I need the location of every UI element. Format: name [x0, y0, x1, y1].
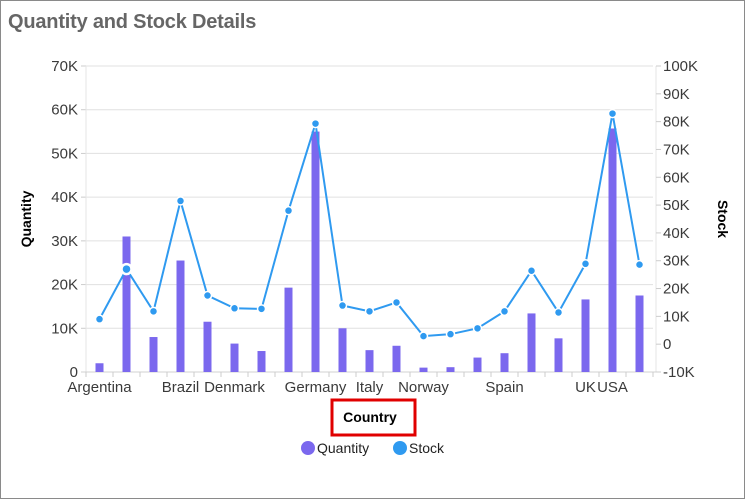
- quantity-bar[interactable]: [338, 328, 347, 372]
- quantity-bar[interactable]: [176, 260, 185, 372]
- left-axis-tick-label: 50K: [51, 145, 78, 162]
- stock-point[interactable]: [148, 306, 159, 317]
- stock-point[interactable]: [364, 306, 375, 317]
- quantity-bar[interactable]: [608, 128, 617, 372]
- quantity-bar[interactable]: [527, 313, 536, 372]
- right-axis-tick-label: 80K: [663, 114, 690, 131]
- quantity-bar[interactable]: [473, 357, 482, 372]
- legend-item-quantity[interactable]: Quantity: [301, 440, 369, 456]
- legend-item-stock[interactable]: Stock: [393, 440, 445, 456]
- right-axis-tick-label: -10K: [663, 364, 695, 381]
- quantity-bar[interactable]: [149, 337, 158, 372]
- right-axis-tick-label: 10K: [663, 308, 690, 325]
- quantity-bar[interactable]: [554, 338, 563, 372]
- stock-point[interactable]: [607, 108, 618, 119]
- x-axis-tick-label: Spain: [485, 379, 523, 396]
- right-axis-tick-label: 70K: [663, 141, 690, 158]
- left-axis-tick-label: 30K: [51, 233, 78, 250]
- stock-point[interactable]: [445, 329, 456, 339]
- legend-label: Quantity: [317, 440, 369, 456]
- stock-point[interactable]: [418, 331, 429, 341]
- stock-point[interactable]: [499, 306, 510, 317]
- quantity-bar[interactable]: [203, 321, 212, 372]
- stock-point[interactable]: [526, 265, 537, 276]
- quantity-bar[interactable]: [257, 351, 266, 372]
- left-axis-tick-label: 0: [70, 364, 78, 381]
- right-axis-tick-label: 100K: [663, 58, 698, 75]
- stock-point[interactable]: [391, 297, 402, 308]
- quantity-bar[interactable]: [392, 345, 401, 372]
- legend-marker-icon: [301, 441, 315, 455]
- x-axis-title: Country: [343, 409, 397, 425]
- x-axis-tick-label: Italy: [356, 379, 384, 396]
- quantity-bar[interactable]: [500, 353, 509, 372]
- left-axis-tick-label: 40K: [51, 189, 78, 206]
- y2-axis-title: Stock: [715, 200, 731, 238]
- stock-point[interactable]: [229, 303, 240, 314]
- stock-point[interactable]: [94, 314, 105, 324]
- left-axis-tick-label: 70K: [51, 58, 78, 75]
- right-axis-tick-label: 30K: [663, 253, 690, 270]
- quantity-bar[interactable]: [581, 299, 590, 372]
- stock-point[interactable]: [634, 259, 645, 270]
- left-axis-tick-label: 10K: [51, 320, 78, 337]
- quantity-bar[interactable]: [284, 287, 293, 372]
- x-axis-tick-label: Denmark: [204, 379, 265, 396]
- legend-marker-icon: [393, 441, 407, 455]
- stock-point[interactable]: [256, 304, 267, 314]
- right-axis-tick-label: 40K: [663, 225, 690, 242]
- right-axis-tick-label: 90K: [663, 86, 690, 103]
- y-axis-title: Quantity: [18, 190, 34, 247]
- right-axis-tick-label: 60K: [663, 169, 690, 186]
- quantity-bar[interactable]: [95, 363, 104, 372]
- chart-title: Quantity and Stock Details: [8, 11, 257, 33]
- right-axis-tick-label: 20K: [663, 281, 690, 298]
- quantity-bar[interactable]: [122, 236, 131, 372]
- stock-point[interactable]: [202, 290, 213, 301]
- x-axis-tick-label: UK: [575, 379, 596, 396]
- quantity-bar[interactable]: [230, 343, 239, 372]
- x-axis-tick-label: Brazil: [162, 379, 200, 396]
- stock-point[interactable]: [283, 205, 294, 216]
- stock-point[interactable]: [553, 307, 564, 318]
- quantity-bar[interactable]: [635, 295, 644, 373]
- stock-point[interactable]: [472, 323, 483, 334]
- x-axis-tick-label: USA: [597, 379, 628, 396]
- right-axis-tick-label: 0: [663, 336, 671, 353]
- x-axis-tick-label: Norway: [398, 379, 449, 396]
- quantity-bar[interactable]: [311, 131, 320, 372]
- stock-point[interactable]: [175, 196, 186, 206]
- right-axis-tick-label: 50K: [663, 197, 690, 214]
- x-axis-tick-label: Germany: [285, 379, 347, 396]
- stock-point[interactable]: [120, 262, 133, 276]
- stock-point[interactable]: [580, 259, 591, 269]
- highlight-box: [330, 398, 417, 437]
- stock-point[interactable]: [337, 300, 348, 311]
- quantity-bar[interactable]: [365, 350, 374, 372]
- stock-point[interactable]: [310, 118, 321, 129]
- left-axis-tick-label: 60K: [51, 102, 78, 119]
- legend-label: Stock: [409, 440, 445, 456]
- quantity-bar[interactable]: [446, 367, 455, 372]
- left-axis-tick-label: 20K: [51, 277, 78, 294]
- x-axis-tick-label: Argentina: [67, 379, 132, 396]
- quantity-bar[interactable]: [419, 367, 428, 372]
